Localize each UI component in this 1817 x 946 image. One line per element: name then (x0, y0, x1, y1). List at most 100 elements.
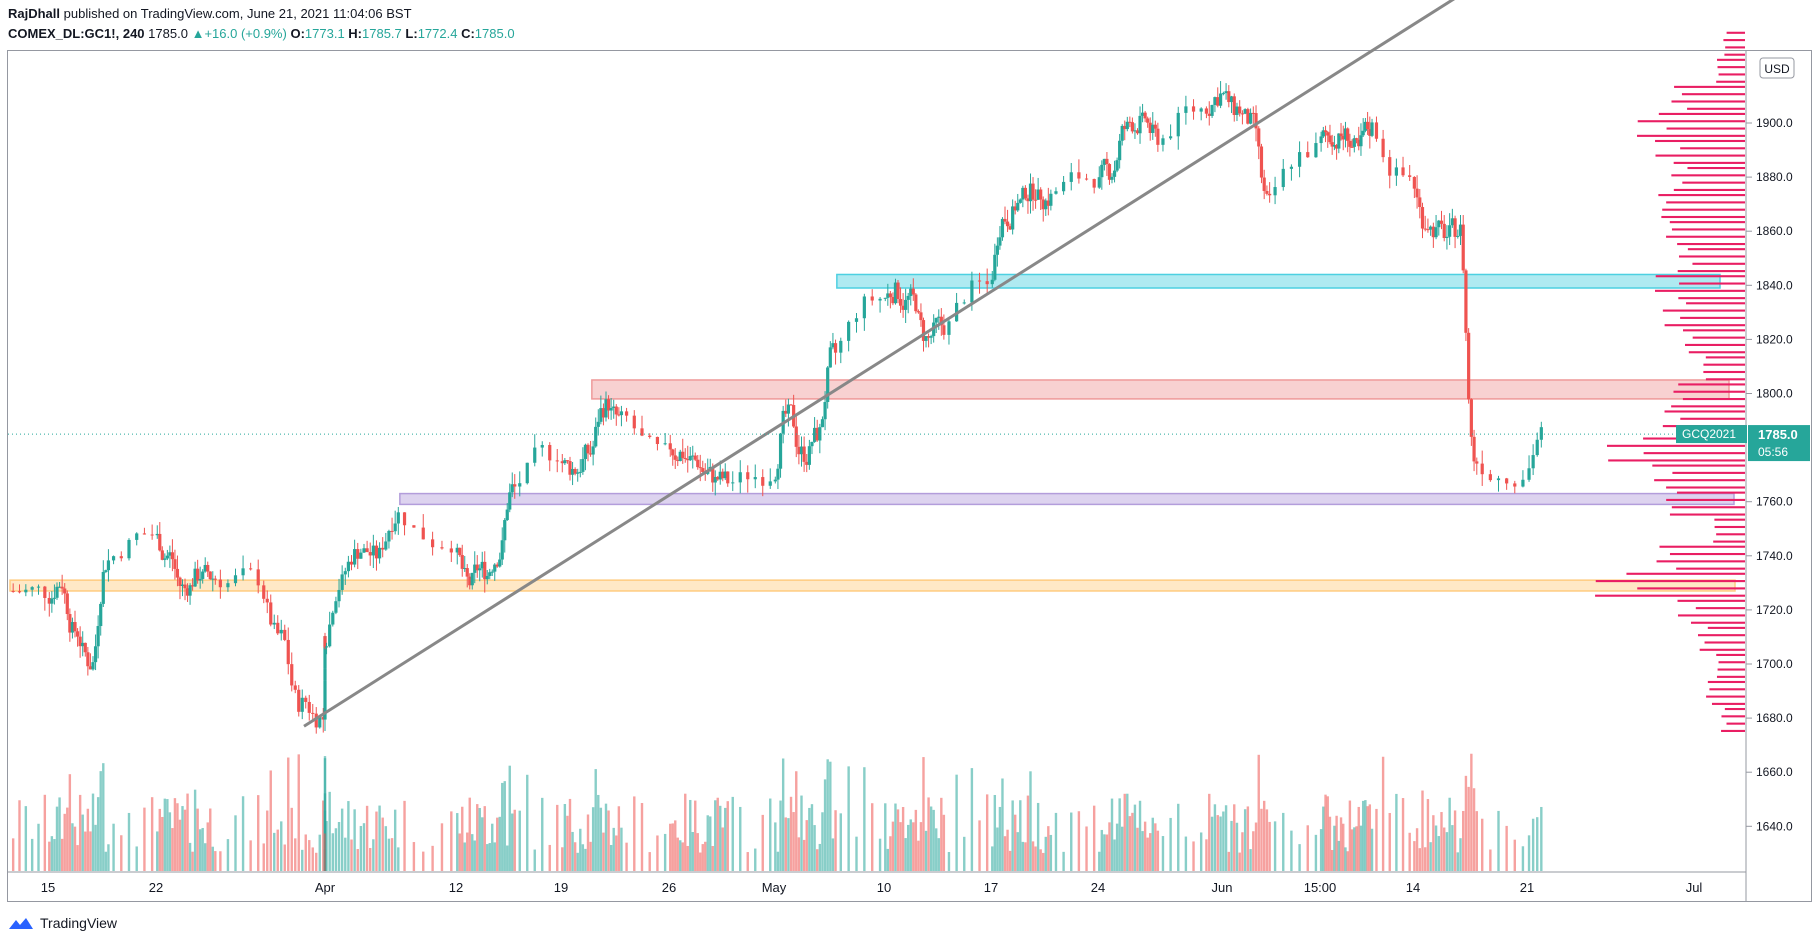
symbol-label[interactable]: COMEX_DL:GC1!, 240 (8, 26, 145, 41)
candle-body (1133, 130, 1137, 132)
candle-body (563, 460, 567, 464)
candle-body (1161, 138, 1165, 145)
candle-body (498, 559, 502, 567)
volume-bar (37, 823, 40, 871)
candle-body (1102, 158, 1106, 165)
zone-red[interactable] (591, 379, 1730, 400)
volume-profile-row (1707, 680, 1745, 684)
volume-bar (1128, 816, 1132, 871)
volume-bar (597, 794, 600, 871)
volume-bar (294, 838, 297, 871)
volume-bar (193, 789, 197, 871)
volume-bar (1026, 795, 1030, 871)
volume-bar (1241, 832, 1244, 871)
volume-bar (78, 794, 82, 871)
candle-body (1337, 133, 1341, 149)
volume-bar (1227, 851, 1231, 871)
price-axis[interactable]: 1900.0 1880.0 1860.0 1840.0 1820.0 1800.0 1760… (1746, 116, 1793, 833)
candle-body (1359, 135, 1363, 147)
candle-body (323, 636, 327, 648)
candle-body (190, 585, 195, 587)
time-axis[interactable]: 15 22 Apr 12 19 26 May 10 17 24 Jun 15:00 14 21 Jul (41, 880, 1703, 895)
candle-body (81, 642, 85, 647)
author-name[interactable]: RajDhall (8, 6, 61, 21)
volume-bar (625, 842, 628, 871)
volume-bar (390, 838, 394, 871)
candle-body (1423, 228, 1427, 230)
candle-body (614, 406, 618, 415)
candle-body (318, 717, 322, 728)
volume-bar (99, 771, 102, 871)
candle-body (1148, 122, 1152, 134)
candle-body (701, 468, 705, 473)
time-tick-label: 15 (41, 880, 55, 895)
candle-body (1077, 172, 1081, 179)
candle-body (17, 591, 22, 593)
volume-bar (1413, 841, 1416, 871)
candle-body (1100, 164, 1104, 178)
price-tick-label: 1700.0 (1756, 657, 1793, 671)
candle-body (1326, 132, 1330, 136)
chart-frame[interactable] (7, 50, 1812, 902)
volume-profile-row (1682, 397, 1745, 401)
candle-body (888, 293, 892, 297)
trendline[interactable] (303, 0, 1694, 728)
volume-bars (11, 753, 1543, 871)
candle-body (359, 552, 363, 559)
volume-bar (337, 822, 341, 871)
volume-bar (1210, 816, 1214, 871)
volume-bar (541, 797, 544, 871)
candle-body (1240, 113, 1245, 115)
volume-bar (50, 836, 54, 871)
volume-bar (1126, 793, 1129, 871)
volume-bar (1154, 823, 1157, 871)
zone-purple[interactable] (399, 492, 1735, 506)
candle-body (985, 281, 989, 285)
candle-body (929, 336, 933, 338)
candle-body (1265, 190, 1269, 194)
volume-profile-row (1716, 653, 1745, 656)
zone-blue[interactable] (836, 273, 1721, 289)
candle-body (431, 539, 435, 548)
zone-orange[interactable] (9, 579, 1736, 592)
volume-bar (1353, 827, 1356, 871)
volume-bar (800, 795, 803, 871)
footer-brand[interactable]: TradingView (40, 915, 118, 931)
volume-bar (797, 837, 801, 871)
candle-body (1039, 189, 1043, 200)
candle-body (475, 564, 479, 571)
candle-body (272, 622, 276, 625)
volume-profile-row (1705, 378, 1745, 381)
candle-body (977, 280, 982, 282)
volume-bar (1077, 811, 1081, 871)
candle-body (833, 343, 838, 353)
candle-body (180, 584, 185, 587)
candle-body (1273, 187, 1277, 196)
candle-body (1496, 478, 1501, 481)
candle-body (594, 426, 598, 447)
candle-body (718, 471, 722, 480)
candle-body (901, 305, 905, 310)
candle-body (1169, 136, 1173, 139)
volume-bar (183, 809, 187, 871)
candle-body (1330, 142, 1334, 147)
volume-bar (716, 797, 719, 871)
tradingview-logo-icon[interactable] (8, 916, 34, 930)
volume-profile-row (1652, 464, 1745, 467)
volume-bar (1123, 793, 1126, 871)
volume-bar (1368, 804, 1372, 871)
volume-bar (929, 806, 933, 871)
candle-body (362, 548, 366, 553)
volume-bar (581, 844, 585, 871)
volume-profile-row (1709, 688, 1745, 691)
candle-body (921, 320, 926, 341)
candle-body (106, 560, 111, 571)
candle-body (196, 568, 200, 581)
volume-profile-row (1595, 580, 1745, 583)
candle-body (862, 296, 866, 319)
volume-bar (1513, 839, 1516, 871)
volume-bar (576, 852, 579, 871)
volume-bar (48, 841, 51, 871)
support-resistance-zones (9, 273, 1736, 592)
